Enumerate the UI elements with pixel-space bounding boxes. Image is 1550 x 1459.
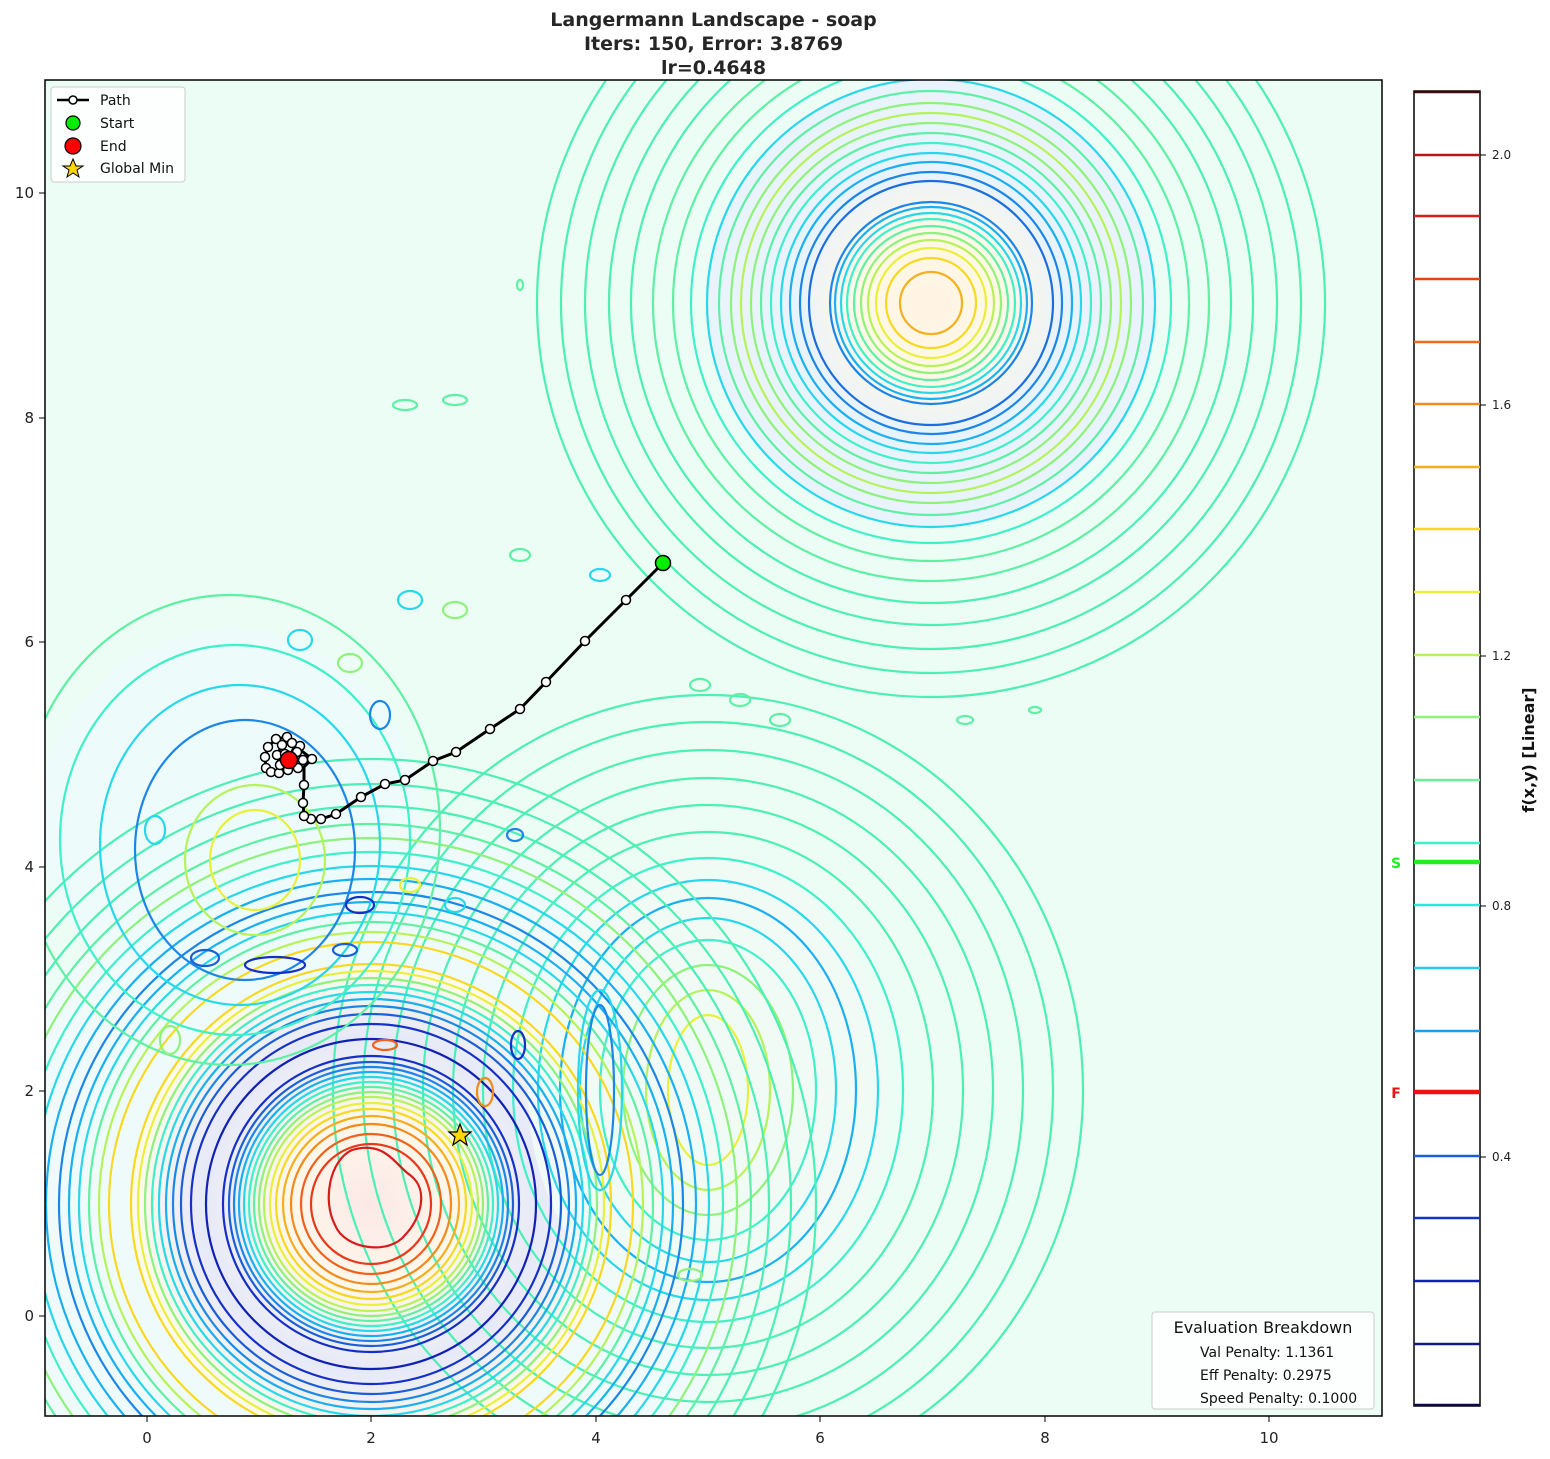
- val-penalty: Val Penalty: 1.1361: [1200, 1345, 1334, 1361]
- colorbar-final-label: F: [1391, 1086, 1401, 1102]
- path-marker-icon: [68, 95, 78, 105]
- colorbar-tick-0-4: 0.4: [1492, 1150, 1511, 1164]
- y-tick-4: 4: [24, 858, 34, 876]
- title-line-2: Iters: 150, Error: 3.8769: [583, 33, 844, 55]
- y-tick-8: 8: [24, 409, 34, 427]
- colorbar-tick-1-6: 1.6: [1492, 398, 1511, 412]
- speed-penalty: Speed Penalty: 0.1000: [1200, 1391, 1357, 1407]
- colorbar-label: f(x,y) [Linear]: [1519, 687, 1538, 812]
- colorbar: S F 0.4 0.8 1.2 1.6 2.0 f(x,y) [Linear]: [1391, 90, 1538, 1407]
- star-icon: [61, 157, 85, 179]
- y-tick-labels: 0 2 4 6 8 10: [15, 184, 34, 1325]
- legend-item-start: Start: [65, 115, 135, 132]
- contours-left-bump: [45, 593, 442, 1067]
- legend-label-start: Start: [100, 116, 135, 132]
- x-tick-4: 4: [591, 1429, 601, 1447]
- end-circle-icon: [64, 137, 82, 155]
- x-tick-2: 2: [366, 1429, 376, 1447]
- contours-ripples: [143, 278, 1043, 1283]
- evaluation-breakdown: Evaluation Breakdown Val Penalty: 1.1361…: [1151, 1311, 1375, 1410]
- y-tick-0: 0: [24, 1307, 34, 1325]
- x-tick-10: 10: [1259, 1429, 1278, 1447]
- colorbar-start-label: S: [1391, 856, 1401, 872]
- legend-label-end: End: [100, 139, 127, 155]
- plot-area: [45, 80, 1382, 1416]
- optimization-path: [259, 554, 672, 1147]
- contours-peak-upper-right: [536, 80, 1326, 698]
- end-marker: [279, 750, 299, 770]
- evaluation-title: Evaluation Breakdown: [1174, 1318, 1353, 1337]
- title-line-3: lr=0.4648: [660, 57, 767, 79]
- eff-penalty: Eff Penalty: 0.2975: [1200, 1368, 1332, 1384]
- x-tick-0: 0: [142, 1429, 152, 1447]
- legend-item-global-min: Global Min: [61, 157, 174, 179]
- legend-label-global-min: Global Min: [100, 161, 174, 177]
- legend-item-path: Path: [57, 93, 131, 109]
- colorbar-tick-2-0: 2.0: [1492, 148, 1511, 162]
- contours-peak-right: [332, 694, 1084, 1416]
- x-axis: [146, 1416, 1270, 1422]
- y-tick-2: 2: [24, 1082, 34, 1100]
- title-line-1: Langermann Landscape - soap: [550, 9, 877, 31]
- y-tick-10: 10: [15, 184, 34, 202]
- colorbar-tick-1-2: 1.2: [1492, 649, 1511, 663]
- x-tick-labels: 0 2 4 6 8 10: [142, 1429, 1278, 1447]
- chart-title: Langermann Landscape - soap Iters: 150, …: [45, 8, 1382, 80]
- legend-item-end: End: [64, 137, 127, 155]
- contours-peak-lower-left: [45, 758, 817, 1416]
- start-marker: [654, 554, 672, 572]
- x-tick-6: 6: [815, 1429, 825, 1447]
- plot-frame: [44, 79, 1383, 1417]
- legend-label-path: Path: [100, 93, 131, 109]
- global-min-star-icon: [447, 1122, 473, 1147]
- y-tick-6: 6: [24, 633, 34, 651]
- y-axis: [39, 192, 45, 1317]
- legend: Path Start End Global Min: [50, 86, 186, 183]
- colorbar-tick-0-8: 0.8: [1492, 899, 1511, 913]
- x-tick-8: 8: [1040, 1429, 1050, 1447]
- start-circle-icon: [65, 115, 81, 131]
